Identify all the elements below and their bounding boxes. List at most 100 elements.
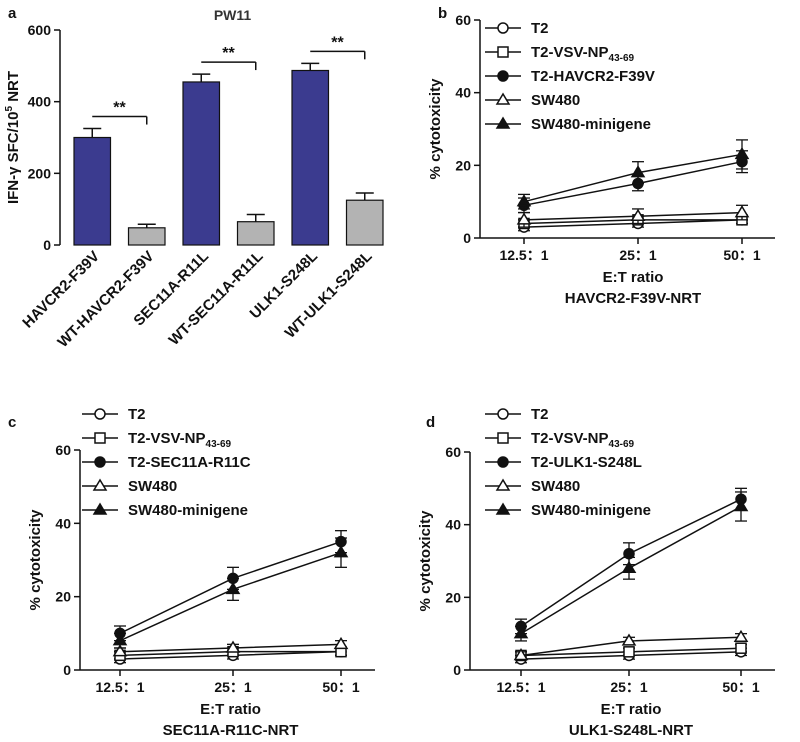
marker-triangle bbox=[225, 640, 241, 653]
panel-d-line-chart: d 0 20 40 60 % cytotoxicity 12.5：1 25：1 50：1 E:T … bbox=[417, 406, 775, 739]
marker-triangle bbox=[630, 208, 646, 221]
marker-square bbox=[497, 46, 509, 58]
significance-label: ** bbox=[113, 100, 126, 117]
marker-triangle bbox=[333, 636, 349, 650]
marker-circle bbox=[94, 456, 106, 468]
series-sw480-minigene bbox=[513, 491, 749, 642]
legend-label-text: T2 bbox=[531, 20, 549, 37]
x-tick-label: 50：1 bbox=[722, 679, 760, 695]
marker-circle bbox=[497, 70, 509, 82]
legend-label: T2-HAVCR2-F39V bbox=[531, 68, 655, 85]
panel-letter: c bbox=[8, 414, 16, 431]
y-tick-label: 60 bbox=[55, 442, 71, 458]
marker-triangle bbox=[92, 502, 108, 515]
y-tick-label: 40 bbox=[55, 515, 71, 531]
x-tick-label: 12.5：1 bbox=[95, 679, 144, 695]
x-tick-label: 25：1 bbox=[619, 247, 657, 263]
bar bbox=[182, 81, 221, 246]
y-tick-label: 60 bbox=[445, 444, 461, 460]
marker-circle bbox=[497, 22, 509, 34]
series-sw480 bbox=[516, 204, 750, 228]
series-sw480-minigene bbox=[516, 139, 750, 210]
series-sw480 bbox=[513, 629, 749, 661]
y-tick-label: 20 bbox=[455, 157, 471, 173]
legend-label: T2-VSV-NP43-69 bbox=[531, 44, 635, 64]
legend-label: T2 bbox=[531, 406, 549, 423]
marker-square bbox=[735, 642, 747, 654]
legend-label-text: T2 bbox=[128, 406, 146, 423]
panel-letter: b bbox=[438, 5, 447, 22]
panel-letter: a bbox=[8, 5, 17, 22]
legend: T2 T2-VSV-NP43-69 T2-ULK1-S248L SW480 SW480-… bbox=[485, 406, 651, 519]
y-title-part: IFN-γ SFC/10 bbox=[5, 112, 22, 205]
x-tick-label: 12.5：1 bbox=[499, 247, 548, 263]
legend-label-text: SW480 bbox=[531, 92, 580, 109]
marker-triangle bbox=[513, 648, 529, 661]
marker-triangle bbox=[733, 499, 749, 512]
y-tick-label: 0 bbox=[463, 230, 471, 246]
legend: T2 T2-VSV-NP43-69 T2-HAVCR2-F39V SW480 SW480… bbox=[485, 20, 655, 133]
chart-subtitle: ULK1-S248L-NRT bbox=[569, 722, 693, 739]
marker-square bbox=[94, 432, 106, 444]
significance-label: ** bbox=[222, 45, 235, 62]
y-tick-label: 600 bbox=[28, 22, 52, 38]
y-axis-title: % cytotoxicity bbox=[417, 510, 434, 612]
panel-b-line-chart: b 0 20 40 60 % cytotoxicity 12.5：1 25：1 50：1 E:T … bbox=[427, 5, 775, 307]
legend-label-text: T2-VSV-NP bbox=[128, 430, 206, 447]
marker-square bbox=[623, 646, 635, 658]
x-tick-label: 50：1 bbox=[322, 679, 360, 695]
legend-label-subscript: 43-69 bbox=[609, 439, 635, 450]
marker-circle bbox=[497, 456, 509, 468]
marker-triangle bbox=[333, 545, 349, 558]
marker-triangle bbox=[621, 560, 637, 574]
marker-circle bbox=[94, 408, 106, 420]
series-sw480 bbox=[112, 636, 349, 657]
legend-label-text: SW480-minigene bbox=[531, 116, 651, 133]
marker-square bbox=[497, 432, 509, 444]
chart-subtitle: SEC11A-R11C-NRT bbox=[163, 722, 299, 739]
legend-label: T2 bbox=[128, 406, 146, 423]
marker-triangle bbox=[495, 92, 511, 105]
x-tick-label: 25：1 bbox=[610, 679, 648, 695]
x-tick-label: 25：1 bbox=[214, 679, 252, 695]
series-t2-sec11a-r11c bbox=[114, 530, 347, 642]
y-tick-label: 60 bbox=[455, 12, 471, 28]
bar bbox=[236, 221, 275, 246]
y-tick-label: 400 bbox=[28, 94, 52, 110]
y-title-part: NRT bbox=[5, 71, 22, 106]
marker-triangle bbox=[734, 205, 750, 218]
legend-label: SW480 bbox=[128, 478, 177, 495]
bar bbox=[291, 69, 330, 246]
y-tick-label: 40 bbox=[455, 85, 471, 101]
series-line bbox=[119, 551, 342, 642]
bar bbox=[345, 199, 384, 246]
y-title-superscript: 5 bbox=[4, 106, 15, 112]
marker-triangle bbox=[225, 581, 241, 595]
marker-triangle bbox=[112, 644, 128, 657]
legend: T2 T2-VSV-NP43-69 T2-SEC11A-R11C SW480 SW480… bbox=[82, 406, 251, 519]
marker-triangle bbox=[516, 212, 532, 225]
legend-label: T2-SEC11A-R11C bbox=[128, 454, 251, 471]
marker-triangle bbox=[734, 146, 750, 160]
marker-circle bbox=[497, 408, 509, 420]
x-category-label: WT-SEC11A-R11L bbox=[166, 248, 267, 349]
y-tick-label: 0 bbox=[453, 662, 461, 678]
marker-triangle bbox=[112, 633, 128, 646]
legend-label-text: SW480 bbox=[128, 478, 177, 495]
x-axis-title: E:T ratio bbox=[601, 701, 662, 718]
panel-letter: d bbox=[426, 414, 435, 431]
marker-triangle bbox=[495, 502, 511, 515]
y-tick-label: 200 bbox=[28, 165, 52, 181]
bar bbox=[73, 136, 112, 246]
legend-label: T2-VSV-NP43-69 bbox=[128, 430, 232, 450]
marker-triangle bbox=[516, 194, 532, 207]
y-axis-title: IFN-γ SFC/105 NRT bbox=[4, 71, 22, 204]
legend-label-text: T2-SEC11A-R11C bbox=[128, 454, 251, 471]
legend-label-text: T2 bbox=[531, 406, 549, 423]
chart-title: PW11 bbox=[214, 7, 252, 23]
legend-label-text: SW480-minigene bbox=[531, 502, 651, 519]
bar bbox=[127, 227, 166, 246]
panel-c-line-chart: c 0 20 40 60 % cytotoxicity 12.5：1 25：1 50：1 E:T … bbox=[8, 406, 375, 739]
legend-label-text: T2-VSV-NP bbox=[531, 44, 609, 61]
